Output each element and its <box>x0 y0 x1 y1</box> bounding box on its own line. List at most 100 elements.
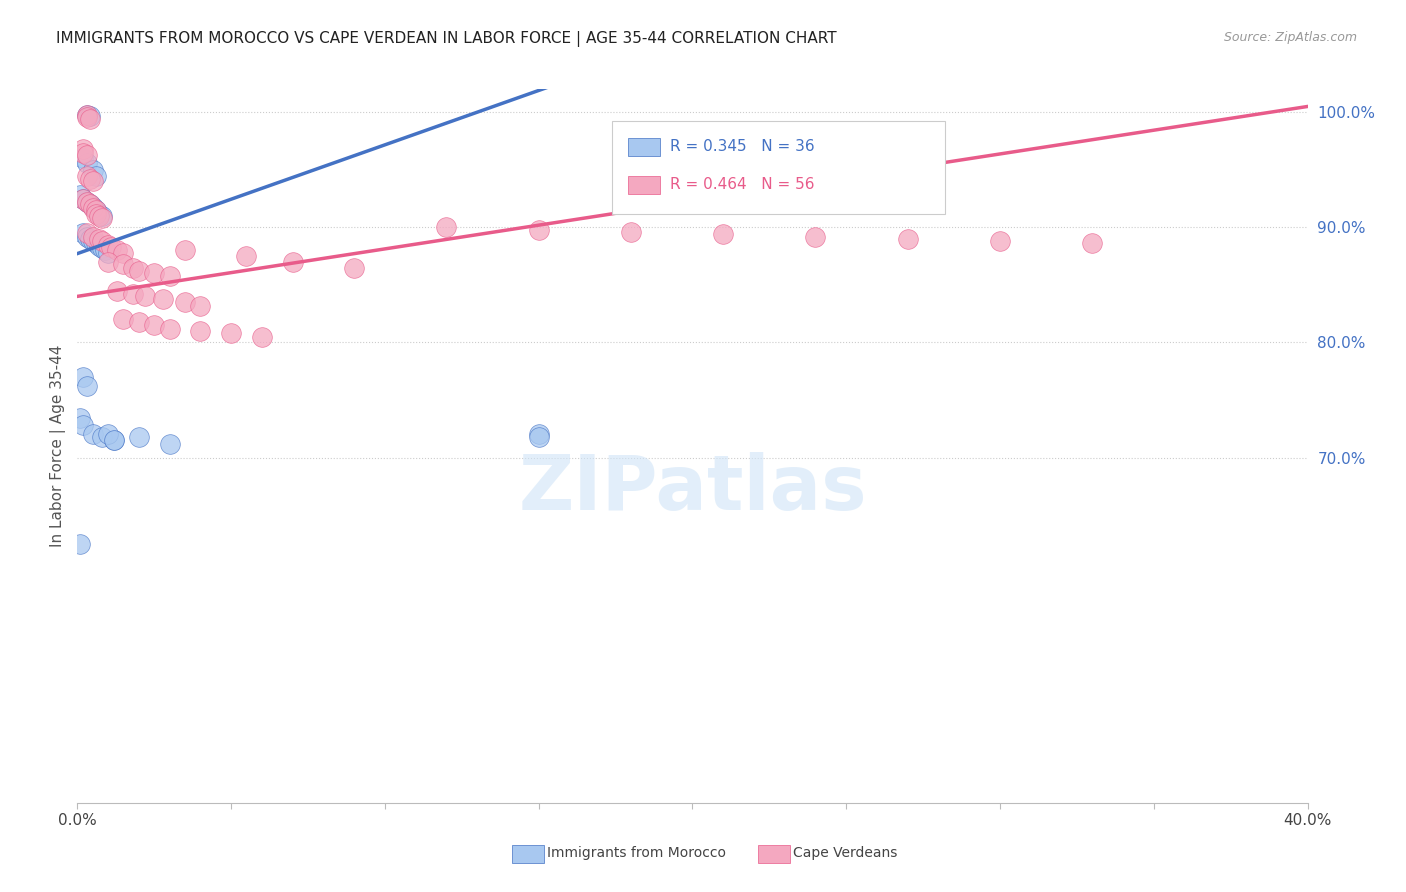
Point <box>174 244 197 258</box>
Point <box>72 145 94 160</box>
Point <box>82 162 104 177</box>
Point <box>84 206 107 220</box>
Point <box>76 194 98 209</box>
Point <box>143 266 166 280</box>
Point <box>188 324 212 338</box>
Point <box>87 209 110 223</box>
Point <box>90 241 114 255</box>
Point <box>90 430 114 444</box>
Point <box>79 197 101 211</box>
Text: R = 0.345   N = 36: R = 0.345 N = 36 <box>671 139 815 153</box>
Point <box>97 237 120 252</box>
Point <box>188 299 212 313</box>
Point <box>143 318 166 333</box>
Point <box>84 202 107 217</box>
Point <box>97 427 120 442</box>
Point <box>804 229 827 244</box>
Point <box>152 292 174 306</box>
Point <box>69 411 91 425</box>
Point <box>97 245 120 260</box>
Point <box>76 229 98 244</box>
Point <box>84 236 107 251</box>
Point <box>620 225 643 239</box>
Point <box>72 192 94 206</box>
Point <box>72 370 94 384</box>
Text: R = 0.464   N = 56: R = 0.464 N = 56 <box>671 177 815 192</box>
FancyBboxPatch shape <box>613 121 945 214</box>
Point <box>103 434 125 448</box>
Point <box>128 264 150 278</box>
Point <box>82 234 104 248</box>
Point <box>87 232 110 246</box>
Point <box>79 232 101 246</box>
Point <box>90 234 114 248</box>
Point <box>79 172 101 186</box>
Point <box>159 436 181 450</box>
Point <box>82 427 104 442</box>
Point <box>76 148 98 162</box>
Point <box>94 244 117 258</box>
Point <box>128 430 150 444</box>
Y-axis label: In Labor Force | Age 35-44: In Labor Force | Age 35-44 <box>51 345 66 547</box>
Point <box>105 284 128 298</box>
Point <box>174 295 197 310</box>
Point <box>121 287 143 301</box>
Point <box>87 206 110 220</box>
FancyBboxPatch shape <box>628 137 661 156</box>
Point <box>159 321 181 335</box>
Point <box>112 312 135 326</box>
Point <box>90 209 114 223</box>
Point <box>79 112 101 127</box>
Point <box>84 202 107 217</box>
Point <box>72 142 94 156</box>
Point <box>134 289 156 303</box>
Text: Immigrants from Morocco: Immigrants from Morocco <box>547 847 727 861</box>
Point <box>69 537 91 551</box>
Point <box>82 229 104 244</box>
Point <box>436 220 458 235</box>
Point <box>128 315 150 329</box>
Point <box>97 255 120 269</box>
Point <box>159 268 181 283</box>
Point <box>105 244 128 258</box>
Point <box>112 245 135 260</box>
FancyBboxPatch shape <box>758 845 790 863</box>
Point <box>72 192 94 206</box>
Point <box>112 257 135 271</box>
Point <box>87 238 110 252</box>
Point <box>235 249 257 263</box>
Text: ZIPatlas: ZIPatlas <box>519 452 866 525</box>
Point <box>72 418 94 433</box>
Point <box>988 234 1011 248</box>
Point <box>76 107 98 121</box>
Point <box>527 222 550 236</box>
Point <box>100 240 122 254</box>
Point <box>76 110 98 124</box>
Point <box>527 427 550 442</box>
Point <box>76 226 98 240</box>
Point <box>103 434 125 448</box>
Point <box>72 226 94 240</box>
Point <box>343 260 366 275</box>
Point <box>69 188 91 202</box>
Text: IMMIGRANTS FROM MOROCCO VS CAPE VERDEAN IN LABOR FORCE | AGE 35-44 CORRELATION C: IMMIGRANTS FROM MOROCCO VS CAPE VERDEAN … <box>56 31 837 47</box>
Point <box>79 109 101 123</box>
Point <box>250 329 273 343</box>
Point <box>82 201 104 215</box>
Point <box>84 169 107 183</box>
Point <box>82 200 104 214</box>
Point <box>527 430 550 444</box>
Point <box>72 151 94 165</box>
Point <box>90 211 114 226</box>
Point <box>1081 236 1104 251</box>
Point <box>219 326 242 341</box>
Point <box>76 156 98 170</box>
Point <box>281 255 304 269</box>
Text: Cape Verdeans: Cape Verdeans <box>793 847 897 861</box>
Point <box>897 232 920 246</box>
Point <box>711 227 734 242</box>
Point <box>79 197 101 211</box>
Point <box>121 260 143 275</box>
Point <box>76 107 98 121</box>
Point <box>76 379 98 393</box>
